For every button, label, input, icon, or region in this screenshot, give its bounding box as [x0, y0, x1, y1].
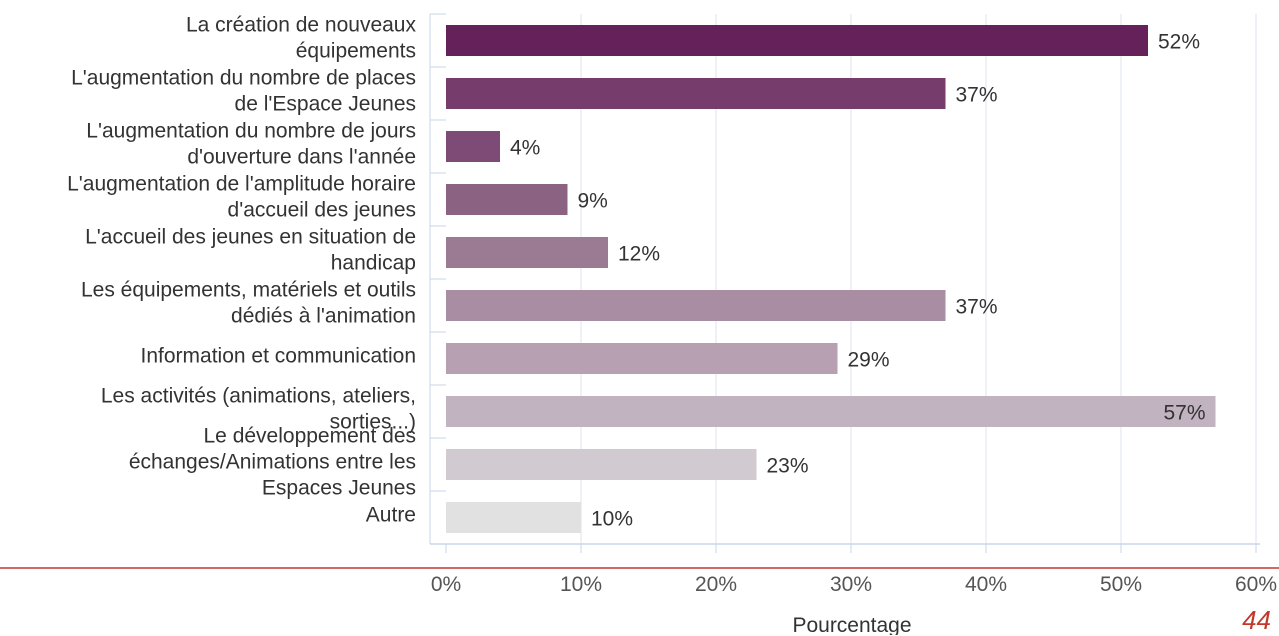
- category-label: L'augmentation du nombre de jours: [86, 120, 416, 143]
- category-label: Espaces Jeunes: [262, 477, 416, 500]
- bar: [446, 290, 946, 321]
- axes: [0, 13, 1279, 569]
- x-tick-labels: 0% 10% 20% 30% 40% 50% 60%: [431, 573, 1277, 596]
- bar: [446, 78, 946, 109]
- category-label: sorties...): [330, 411, 416, 434]
- x-tick-label: 30%: [830, 573, 872, 596]
- category-label: d'ouverture dans l'année: [187, 146, 416, 169]
- bar: [446, 396, 1216, 427]
- value-label: 10%: [591, 508, 633, 531]
- value-label: 52%: [1158, 31, 1200, 54]
- category-label: La création de nouveaux: [186, 14, 417, 37]
- x-tick-label: 10%: [560, 573, 602, 596]
- bar: [446, 343, 838, 374]
- bars: [446, 25, 1216, 533]
- value-label: 37%: [956, 84, 998, 107]
- x-axis-title: Pourcentage: [792, 614, 911, 635]
- value-label: 23%: [767, 455, 809, 478]
- category-label: Information et communication: [141, 345, 416, 368]
- category-label: L'accueil des jeunes en situation de: [85, 226, 416, 249]
- bar: [446, 449, 757, 480]
- bar: [446, 131, 500, 162]
- x-tick-label: 20%: [695, 573, 737, 596]
- x-tick-label: 40%: [965, 573, 1007, 596]
- value-labels: 52% 37% 4% 9% 12% 37% 29% 57% 23% 10%: [510, 31, 1206, 531]
- x-tick-label: 0%: [431, 573, 461, 596]
- category-label: échanges/Animations entre les: [129, 451, 416, 474]
- category-label: Le développement des: [204, 425, 417, 448]
- category-label: de l'Espace Jeunes: [235, 93, 416, 116]
- value-label: 12%: [618, 243, 660, 266]
- category-label: dédiés à l'animation: [231, 305, 416, 328]
- category-label: d'accueil des jeunes: [228, 199, 416, 222]
- bar: [446, 184, 568, 215]
- x-tick-label: 50%: [1100, 573, 1142, 596]
- category-label: équipements: [296, 40, 416, 63]
- value-label: 29%: [848, 349, 890, 372]
- category-label: handicap: [331, 252, 416, 275]
- value-label: 57%: [1163, 402, 1205, 425]
- value-label: 4%: [510, 137, 540, 160]
- value-label: 9%: [578, 190, 608, 213]
- category-labels: La création de nouveaux équipements L'augm…: [67, 14, 416, 527]
- x-tick-label: 60%: [1235, 573, 1277, 596]
- bar: [446, 502, 581, 533]
- category-label: Les activités (animations, ateliers,: [101, 385, 416, 408]
- value-label: 37%: [956, 296, 998, 319]
- category-label: L'augmentation du nombre de places: [71, 67, 416, 90]
- category-label: Les équipements, matériels et outils: [81, 279, 416, 302]
- bar: [446, 237, 608, 268]
- bar: [446, 25, 1148, 56]
- category-label: Autre: [366, 504, 416, 527]
- page-number: 44: [1242, 605, 1271, 635]
- category-label: L'augmentation de l'amplitude horaire: [67, 173, 416, 196]
